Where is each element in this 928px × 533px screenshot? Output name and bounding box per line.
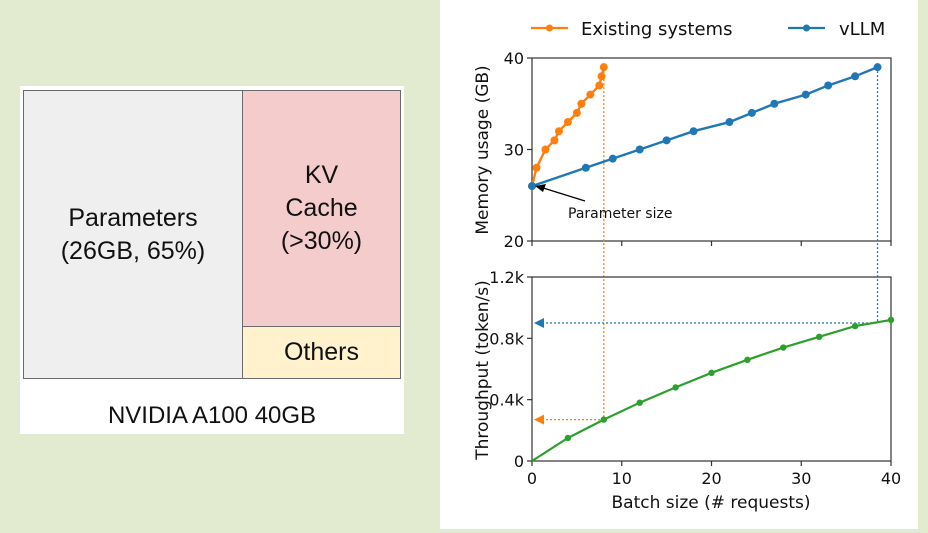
- data-point-vllm: [770, 99, 779, 108]
- data-point-existing: [554, 127, 563, 136]
- data-point-vllm: [581, 163, 590, 172]
- data-point-vllm: [689, 127, 698, 136]
- data-point-throughput: [672, 384, 679, 391]
- arrowhead-existing-icon: [534, 414, 544, 425]
- charts-panel: Existing systems vLLM 20 30 40 Memory usag…: [440, 0, 928, 529]
- data-point-vllm: [528, 182, 536, 191]
- data-point-vllm: [662, 136, 671, 145]
- bottom-ytick-label: 1.2k: [489, 268, 524, 287]
- bottom-xtick-label: 20: [701, 469, 721, 488]
- gpu-title: NVIDIA A100 40GB: [107, 402, 317, 429]
- others-segment: Others: [242, 326, 401, 379]
- bottom-xtick-label: 40: [881, 469, 901, 488]
- data-point-vllm: [851, 72, 860, 81]
- parameters-segment: Parameters (26GB, 65%): [23, 90, 243, 379]
- legend-vllm-label: vLLM: [839, 19, 885, 40]
- gpu-memory-card: Parameters (26GB, 65%) KV Cache (>30%) O…: [20, 86, 404, 434]
- bottom-xtick-label: 30: [791, 469, 811, 488]
- kv-cache-label: KV Cache (>30%): [280, 161, 363, 255]
- data-point-existing: [595, 81, 604, 90]
- series-line-existing: [530, 66, 605, 187]
- memory-breakdown-panel: Parameters (26GB, 65%) KV Cache (>30%) O…: [0, 0, 440, 529]
- data-point-vllm: [725, 118, 734, 127]
- legend-vllm-marker: [803, 24, 810, 32]
- data-point-vllm: [608, 154, 617, 163]
- annotation-arrow-line: [539, 186, 586, 202]
- data-point-existing: [563, 118, 572, 127]
- xlabel: Batch size (# requests): [611, 493, 810, 513]
- parameters-label: Parameters (26GB, 65%): [60, 203, 206, 265]
- series-line-throughput: [531, 318, 892, 462]
- annotation-text: Parameter size: [568, 206, 672, 222]
- data-point-throughput: [564, 434, 572, 442]
- bottom-xtick-label: 10: [612, 469, 632, 488]
- legend-existing-marker: [546, 24, 553, 32]
- parameter-size-annotation: Parameter size: [535, 184, 672, 222]
- top-ytick-label: 20: [504, 232, 524, 251]
- annotation-arrowhead-icon: [535, 184, 546, 192]
- top-ytick-label: 30: [504, 141, 524, 160]
- data-point-existing: [577, 99, 586, 108]
- data-point-throughput: [887, 316, 895, 324]
- data-point-existing: [550, 136, 559, 145]
- bottom-ytick-label: 0.8k: [489, 329, 524, 348]
- data-point-vllm: [747, 108, 756, 117]
- bottom-xtick-label: 0: [527, 469, 537, 488]
- data-point-existing: [532, 163, 541, 172]
- bottom-ytick-label: 0.4k: [489, 391, 524, 410]
- data-point-throughput: [851, 322, 859, 330]
- throughput-plot: 0 0.4k 0.8k 1.2k 0 10 20 30 40 Throughput (toke…: [473, 268, 901, 513]
- bottom-ylabel: Throughput (token/s): [473, 280, 493, 461]
- data-point-existing: [599, 63, 608, 72]
- data-point-throughput: [744, 356, 751, 363]
- data-point-throughput: [816, 333, 823, 340]
- bottom-ytick-label: 0: [514, 452, 524, 471]
- data-point-vllm: [635, 145, 644, 154]
- legend-existing-label: Existing systems: [581, 19, 732, 40]
- right-border-strip: [918, 0, 928, 529]
- data-point-vllm: [873, 63, 882, 72]
- kv-cache-segment: KV Cache (>30%): [242, 90, 401, 327]
- others-label: Others: [283, 338, 360, 366]
- top-ytick-label: 40: [504, 49, 524, 68]
- data-point-existing: [597, 72, 606, 81]
- arrowhead-vllm-icon: [534, 318, 544, 328]
- bottom-plot-frame: [531, 276, 892, 462]
- data-point-vllm: [801, 90, 810, 99]
- data-point-throughput: [780, 344, 787, 351]
- charts-svg: Existing systems vLLM 20 30 40 Memory usag…: [473, 19, 901, 513]
- data-point-existing: [572, 108, 581, 117]
- top-ylabel: Memory usage (GB): [473, 65, 493, 234]
- data-point-throughput: [600, 416, 607, 423]
- data-point-throughput: [636, 399, 643, 406]
- data-point-existing: [586, 90, 595, 99]
- data-point-existing: [541, 145, 550, 154]
- data-point-vllm: [824, 81, 833, 90]
- legend: Existing systems vLLM: [531, 19, 885, 40]
- data-point-throughput: [708, 369, 715, 377]
- memory-usage-plot: 20 30 40 Memory usage (GB) Parameter size: [473, 49, 892, 420]
